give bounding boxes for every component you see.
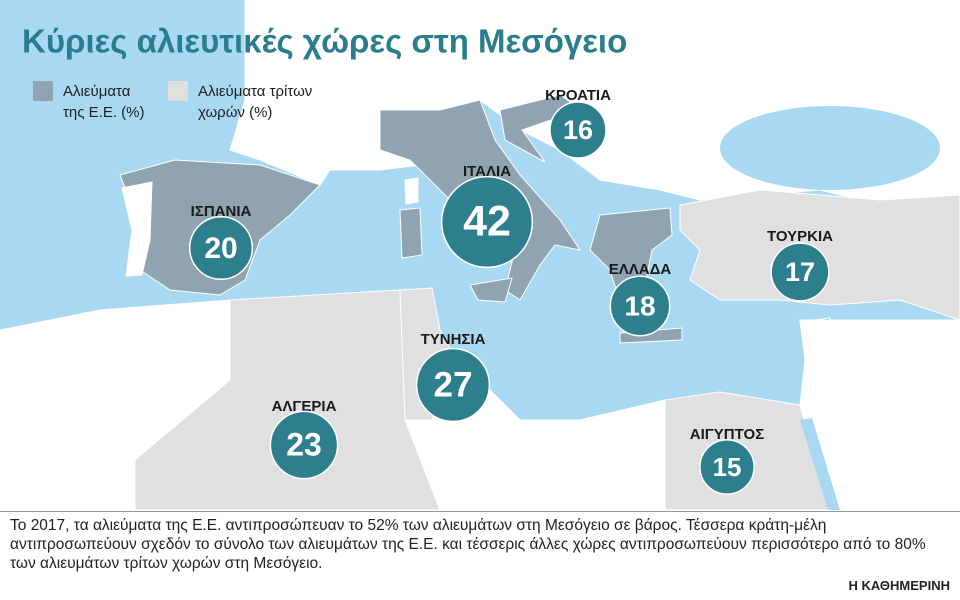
corsica <box>404 177 419 205</box>
bubble-value: 15 <box>713 452 742 482</box>
bubble-value: 18 <box>624 290 655 321</box>
red-sea <box>800 418 840 510</box>
bubble <box>440 175 534 269</box>
bubble-value: 20 <box>204 232 237 265</box>
divider <box>0 511 960 512</box>
country-label: ΑΙΓΥΠΤΟΣ <box>690 426 764 443</box>
country-label: ΑΛΓΕΡΙΑ <box>272 398 337 415</box>
bubble-value: 23 <box>286 426 322 462</box>
country-label: ΙΣΠΑΝΙΑ <box>191 203 252 220</box>
bubble <box>770 242 830 302</box>
title: Κύριες αλιευτικές χώρες στη Μεσόγειο <box>22 23 627 60</box>
black-sea <box>720 106 940 190</box>
legend-label: χωρών (%) <box>198 104 272 121</box>
bubble-value: 16 <box>563 115 593 145</box>
country-label: ΕΛΛΑΔΑ <box>609 261 672 278</box>
portugal <box>121 181 153 277</box>
legend-swatch <box>33 81 53 101</box>
middle-east <box>799 319 960 510</box>
country-label: ΤΥΝΗΣΙΑ <box>421 331 486 348</box>
bubble <box>188 215 254 281</box>
bubble <box>549 101 607 159</box>
note: Το 2017, τα αλιεύματα της Ε.Ε. αντιπροσώ… <box>10 517 926 572</box>
bubble <box>415 347 491 423</box>
country-label: ΤΟΥΡΚΙΑ <box>767 228 833 245</box>
legend-label: της Ε.Ε. (%) <box>63 104 145 121</box>
sardinia <box>399 207 423 259</box>
country-label: ΙΤΑΛΙΑ <box>463 163 511 180</box>
bubble <box>269 410 339 480</box>
map: Κύριες αλιευτικές χώρες στη Μεσόγειο Αλι… <box>0 0 960 510</box>
credit: Η ΚΑΘΗΜΕΡΙΝΗ <box>848 578 951 593</box>
legend-swatch <box>168 81 188 101</box>
bubble-value: 17 <box>785 257 815 287</box>
legend-label: Αλιεύματα <box>63 83 131 100</box>
country-label: ΚΡΟΑΤΙΑ <box>545 87 611 104</box>
bubble <box>699 439 755 495</box>
bubble <box>609 275 671 337</box>
sicily <box>469 277 513 303</box>
bubble-value: 42 <box>463 197 511 245</box>
bubble-value: 27 <box>434 365 473 404</box>
legend-label: Αλιεύματα τρίτων <box>198 83 312 100</box>
